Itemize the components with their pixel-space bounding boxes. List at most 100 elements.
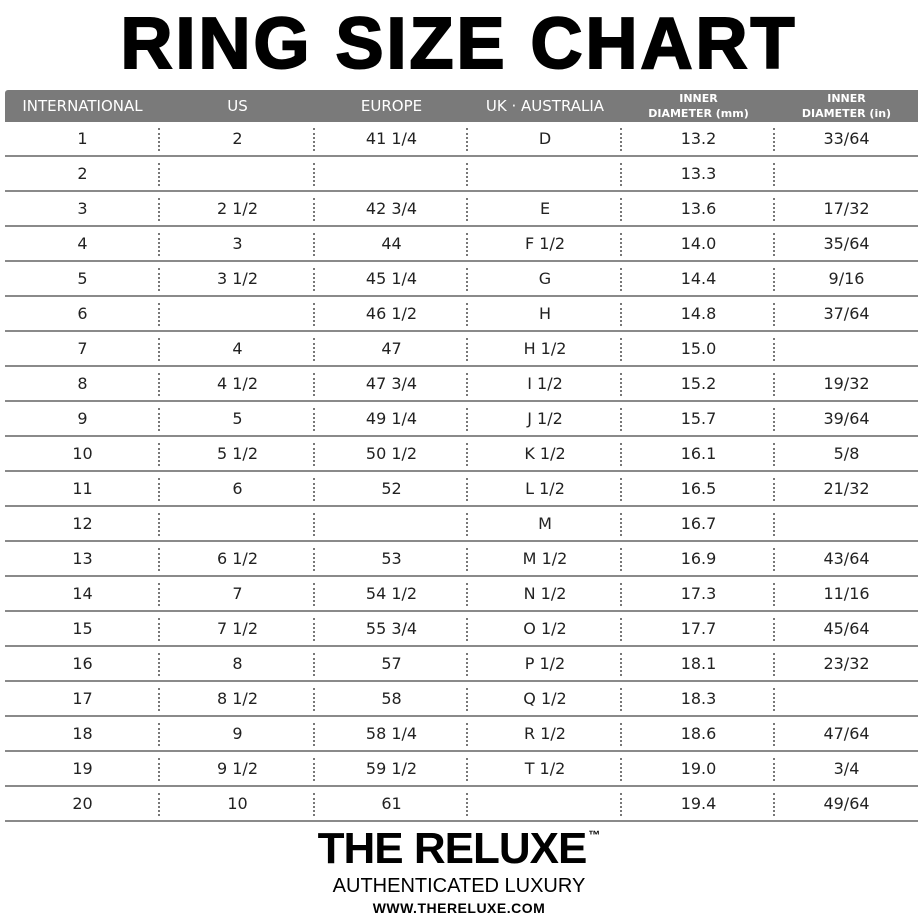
table-cell: 4 1/2 bbox=[160, 367, 315, 400]
table-cell: 6 1/2 bbox=[160, 542, 315, 575]
table-cell: 15.7 bbox=[622, 402, 775, 435]
table-cell: 35/64 bbox=[823, 234, 870, 253]
table-cell: 12 bbox=[5, 507, 160, 540]
table-cell: 61 bbox=[315, 787, 468, 820]
table-row: 20 10 61 19.4 49/64 bbox=[5, 787, 918, 822]
table-cell: 15.2 bbox=[622, 367, 775, 400]
header-line: DIAMETER (in) bbox=[801, 107, 892, 120]
table-cell bbox=[775, 157, 918, 190]
column-header: US bbox=[227, 97, 248, 115]
table-row: 7 4 47 H 1/2 15.0 bbox=[5, 332, 918, 367]
table-cell bbox=[775, 682, 918, 715]
table-cell: 11 bbox=[5, 472, 160, 505]
table-cell: 17.3 bbox=[622, 577, 775, 610]
header-line: INNER bbox=[679, 92, 718, 105]
table-row: 17 8 1/2 58 Q 1/2 18.3 bbox=[5, 682, 918, 717]
table-cell: 2 bbox=[5, 157, 160, 190]
brand-logo: THE RELUXE ™ AUTHENTICATED LUXURY WWW.THE… bbox=[0, 823, 918, 917]
table-cell: R 1/2 bbox=[468, 717, 622, 750]
table-cell: 14.0 bbox=[622, 227, 775, 260]
table-cell: 2 1/2 bbox=[160, 192, 315, 225]
table-cell: 47/64 bbox=[823, 724, 870, 743]
table-row: 9 5 49 1/4 J 1/2 15.7 39/64 bbox=[5, 402, 918, 437]
table-cell: K 1/2 bbox=[468, 437, 622, 470]
table-cell: 14 bbox=[5, 577, 160, 610]
table-cell bbox=[775, 332, 918, 365]
table-cell: 18.6 bbox=[622, 717, 775, 750]
table-cell: 44 bbox=[315, 227, 468, 260]
table-cell bbox=[160, 297, 315, 330]
table-cell bbox=[160, 507, 315, 540]
table-cell bbox=[468, 787, 622, 820]
column-header: INNER DIAMETER (in) bbox=[775, 90, 918, 122]
table-cell: L 1/2 bbox=[468, 472, 622, 505]
table-cell: 46 1/2 bbox=[315, 297, 468, 330]
table-cell: 17.7 bbox=[622, 612, 775, 645]
table-cell: J 1/2 bbox=[468, 402, 622, 435]
table-cell bbox=[775, 507, 918, 540]
table-row: 15 7 1/2 55 3/4 O 1/2 17.7 45/64 bbox=[5, 612, 918, 647]
table-cell: 3 bbox=[160, 227, 315, 260]
table-cell: H bbox=[468, 297, 622, 330]
table-cell: T 1/2 bbox=[468, 752, 622, 785]
table-cell: 42 3/4 bbox=[315, 192, 468, 225]
table-cell bbox=[160, 157, 315, 190]
table-cell: 6 bbox=[5, 297, 160, 330]
table-cell: 15.0 bbox=[622, 332, 775, 365]
table-cell: F 1/2 bbox=[468, 227, 622, 260]
table-row: 11 6 52 L 1/2 16.5 21/32 bbox=[5, 472, 918, 507]
table-cell: 45/64 bbox=[823, 619, 870, 638]
table-cell: 13.6 bbox=[622, 192, 775, 225]
table-cell: D bbox=[468, 122, 622, 155]
brand-text: THE RELUXE bbox=[317, 824, 588, 873]
table-cell: 5 bbox=[160, 402, 315, 435]
table-cell: 20 bbox=[5, 787, 160, 820]
table-cell: 47 3/4 bbox=[315, 367, 468, 400]
brand-name: THE RELUXE ™ bbox=[0, 823, 918, 874]
website-url[interactable]: WWW.THERELUXE.COM bbox=[372, 900, 546, 916]
table-cell: 8 bbox=[5, 367, 160, 400]
table-cell: 21/32 bbox=[823, 479, 870, 498]
table-cell: 7 bbox=[160, 577, 315, 610]
table-cell: 8 1/2 bbox=[160, 682, 315, 715]
table-cell: 1 bbox=[5, 122, 160, 155]
table-cell: 4 bbox=[160, 332, 315, 365]
table-cell: 58 bbox=[315, 682, 468, 715]
table-cell: 55 3/4 bbox=[315, 612, 468, 645]
table-row: 18 9 58 1/4 R 1/2 18.6 47/64 bbox=[5, 717, 918, 752]
table-cell: 52 bbox=[315, 472, 468, 505]
table-cell: 11/16 bbox=[823, 584, 870, 603]
table-cell: 16.1 bbox=[622, 437, 775, 470]
table-cell: 14.8 bbox=[622, 297, 775, 330]
table-cell: 33/64 bbox=[823, 129, 870, 148]
page-title: RING SIZE CHART bbox=[119, 3, 798, 85]
table-header: INTERNATIONAL US EUROPE UK · AUSTRALIA INNER… bbox=[5, 90, 918, 122]
table-cell bbox=[468, 157, 622, 190]
table-cell: 10 bbox=[160, 787, 315, 820]
table-cell: 23/32 bbox=[823, 654, 870, 673]
table-cell: 18.1 bbox=[622, 647, 775, 680]
table-cell: 3/4 bbox=[833, 759, 860, 778]
table-cell: H 1/2 bbox=[468, 332, 622, 365]
table-cell bbox=[315, 507, 468, 540]
table-row: 14 7 54 1/2 N 1/2 17.3 11/16 bbox=[5, 577, 918, 612]
table-cell: 47 bbox=[315, 332, 468, 365]
table-cell: 16.5 bbox=[622, 472, 775, 505]
table-cell: 3 bbox=[5, 192, 160, 225]
table-cell: N 1/2 bbox=[468, 577, 622, 610]
table-row: 12 M 16.7 bbox=[5, 507, 918, 542]
column-header: EUROPE bbox=[360, 97, 423, 115]
table-cell: 14.4 bbox=[622, 262, 775, 295]
table-cell: 7 1/2 bbox=[160, 612, 315, 645]
table-cell: E bbox=[468, 192, 622, 225]
table-cell bbox=[315, 157, 468, 190]
table-cell: 59 1/2 bbox=[315, 752, 468, 785]
table-cell: 17 bbox=[5, 682, 160, 715]
table-cell: I 1/2 bbox=[468, 367, 622, 400]
table-row: 13 6 1/2 53 M 1/2 16.9 43/64 bbox=[5, 542, 918, 577]
table-cell: 9 bbox=[160, 717, 315, 750]
table-row: 6 46 1/2 H 14.8 37/64 bbox=[5, 297, 918, 332]
table-cell: 9/16 bbox=[828, 269, 865, 288]
column-header: INNER DIAMETER (mm) bbox=[622, 90, 775, 122]
